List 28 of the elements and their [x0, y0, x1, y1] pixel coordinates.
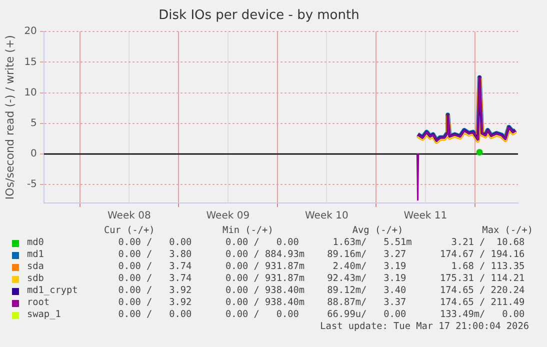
y-tick-label: 0 — [30, 148, 37, 160]
legend-label: md1_crypt — [27, 285, 79, 297]
legend-label: swap_1 — [27, 309, 62, 321]
text: 0.00 / 3.74 0.00 / 931.87m 92.43m/ 3.19 175.31 / 114.21 — [117, 273, 525, 285]
x-tick-label: Week 10 — [305, 210, 348, 222]
text: 0.00 / 3.80 0.00 / 884.93m 89.16m/ 3.27 174.67 / 194.16 — [117, 249, 525, 261]
text: 0.00 / 3.92 0.00 / 938.40m 88.87m/ 3.37 174.65 / 211.49 — [117, 297, 525, 309]
y-tick-label: -5 — [26, 179, 37, 190]
text: 0.00 / 3.74 0.00 / 931.87m 2.40m/ 3.19 1.68 / 113.35 — [117, 261, 525, 273]
y-tick-label: 20 — [24, 26, 37, 38]
legend-label: sda — [27, 261, 45, 273]
text: Cur (-/+) Min (-/+) Avg (-/+) Max (-/+) — [103, 225, 534, 237]
legend-label: md0 — [27, 237, 45, 249]
y-tick-label: 10 — [24, 87, 37, 98]
legend-label: md1 — [27, 249, 45, 261]
text: Last update: Tue Mar 17 21:00:04 2026 — [319, 321, 530, 333]
y-tick-label: 15 — [24, 56, 37, 68]
text: 0.00 / 0.00 0.00 / 0.00 1.63m/ 5.51m 3.21 / 10.68 — [117, 237, 525, 249]
x-tick-label: Week 08 — [108, 210, 151, 222]
x-tick-label: Week 11 — [404, 210, 448, 222]
x-tick-label: Week 09 — [206, 210, 250, 222]
y-axis-title: IOs/second read (-) / write (+) — [3, 35, 16, 200]
text: 0.00 / 3.92 0.00 / 938.40m 89.12m/ 3.40 174.65 / 220.24 — [117, 285, 525, 297]
text: 0.00 / 0.00 0.00 / 0.00 66.99u/ 0.00 133.49m/ 0.00 — [117, 309, 525, 321]
legend-label: sdb — [27, 273, 45, 285]
legend-label: root — [27, 297, 51, 309]
y-tick-label: 5 — [30, 118, 37, 130]
chart-title: Disk IOs per device - by month — [158, 8, 360, 24]
